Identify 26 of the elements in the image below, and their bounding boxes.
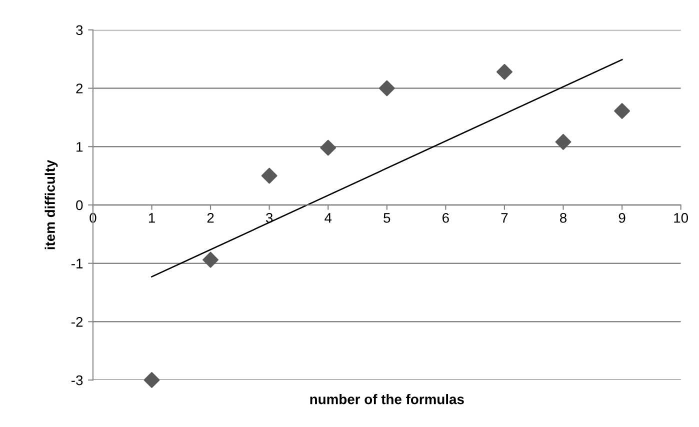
y-axis-title: item difficulty [44, 160, 58, 250]
x-tick-label: 9 [618, 212, 626, 223]
point [378, 80, 395, 96]
x-axis-title: number of the formulas [310, 394, 464, 404]
point [614, 103, 630, 119]
point [202, 252, 219, 268]
point [261, 168, 278, 184]
point [555, 134, 572, 150]
y-tick-label: 1 [76, 142, 83, 152]
y-tick-label: 2 [76, 84, 83, 94]
y-tick-label: 3 [76, 25, 83, 36]
x-tick-label: 5 [384, 213, 390, 223]
x-tick-label: 1 [148, 213, 155, 223]
x-tick-label: 10 [674, 212, 688, 223]
point [144, 372, 160, 388]
x-tick-label: 7 [501, 213, 508, 223]
x-tick-label: 8 [560, 212, 567, 223]
y-tick-label: -1 [72, 258, 83, 268]
point [496, 64, 512, 80]
y-tick-label: -2 [72, 317, 83, 327]
point [320, 140, 336, 156]
x-tick-label: 6 [442, 212, 449, 223]
y-tick-label: -3 [72, 375, 83, 386]
y-tick-label: 0 [76, 200, 83, 210]
x-tick-label: 2 [207, 212, 214, 223]
x-tick-label: 4 [324, 213, 332, 223]
